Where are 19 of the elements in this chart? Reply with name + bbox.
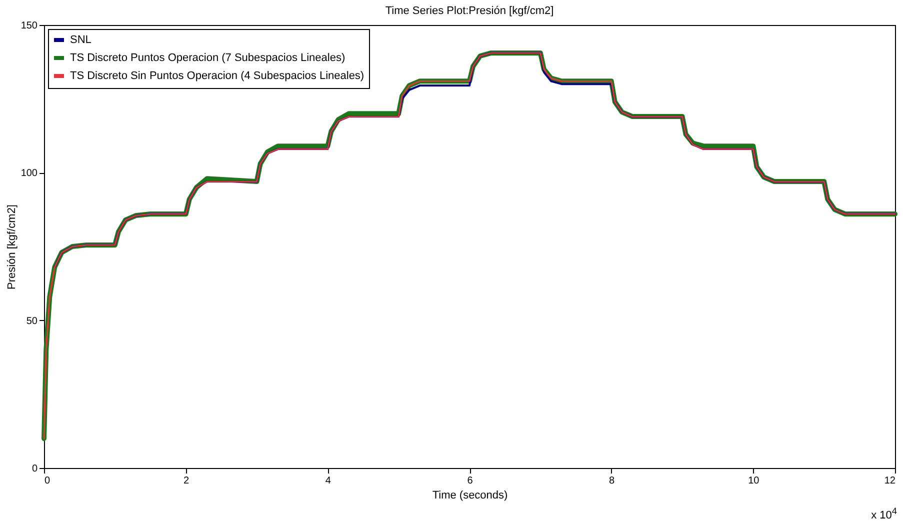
- y-axis-title: Presión [kgf/cm2]: [6, 204, 18, 290]
- y-tick-label: 0: [32, 464, 38, 474]
- chart-title: Time Series Plot:Presión [kgf/cm2]: [385, 5, 554, 17]
- legend-label: TS Discreto Sin Puntos Operacion (4 Subespacios Lineales): [70, 70, 364, 82]
- x-tick-label: 10: [748, 476, 760, 486]
- text: x 10$^{4}$: [871, 506, 897, 522]
- legend-label: TS Discreto Puntos Operacion (7 Subespacios Lineales): [70, 52, 346, 64]
- x-tick-label: 2: [184, 476, 190, 486]
- x-tick-label: 8: [609, 476, 616, 486]
- line-series: [54, 52, 896, 268]
- legend-label: SNL: [70, 34, 92, 46]
- x-tick-label: 4: [325, 476, 332, 486]
- y-tick-label: 50: [26, 316, 38, 327]
- x-axis-title: Time (seconds): [432, 490, 508, 502]
- x-tick-label: 6: [467, 476, 474, 486]
- y-tick-label: 100: [20, 168, 38, 180]
- x-tick-label: 0: [44, 476, 50, 486]
- y-tick-label: 150: [20, 20, 38, 32]
- x-tick-label: 12: [884, 476, 896, 486]
